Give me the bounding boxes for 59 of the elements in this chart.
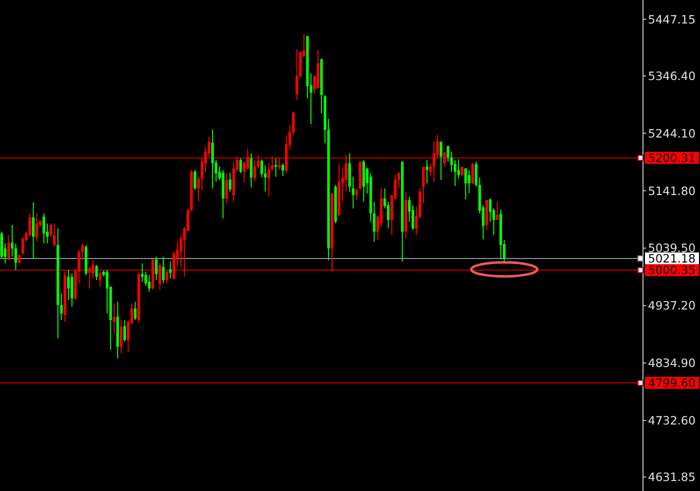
y-tick-label: 4834.90	[648, 356, 696, 370]
candlestick	[267, 162, 270, 198]
candlestick	[225, 172, 228, 204]
candlestick	[120, 320, 122, 354]
candlestick	[443, 151, 446, 168]
candlestick	[95, 264, 98, 281]
candlestick	[32, 202, 35, 259]
candlestick	[426, 160, 428, 184]
y-tick-label: 4631.85	[648, 470, 696, 484]
candlestick	[282, 162, 284, 177]
y-tick-label: 5244.10	[648, 126, 696, 140]
candlestick	[98, 271, 102, 288]
candlestick	[211, 128, 214, 189]
candlestick	[42, 212, 46, 244]
candlestick	[53, 222, 56, 248]
candlestick	[166, 270, 168, 284]
candlestick	[134, 301, 137, 321]
candlestick	[169, 261, 172, 279]
candlestick	[123, 320, 126, 342]
candlestick	[70, 272, 74, 308]
candlestick	[296, 48, 298, 100]
y-tick-label: 4937.20	[648, 298, 696, 313]
candlestick	[28, 212, 32, 238]
ref-line-label: 5000.35	[648, 263, 696, 278]
candlestick	[471, 162, 474, 184]
candlestick	[228, 172, 232, 192]
y-tick-label: 5141.80	[648, 184, 696, 198]
candlestick	[464, 168, 467, 200]
ref-line-label: 5021.18	[648, 251, 696, 266]
candlestick	[422, 166, 425, 204]
candlestick	[88, 266, 91, 289]
candlestick	[148, 274, 151, 292]
candlestick	[457, 158, 460, 179]
candlestick	[154, 256, 158, 281]
candlestick	[468, 170, 470, 194]
candlestick	[344, 154, 348, 192]
candlestick	[21, 236, 24, 256]
candlestick	[36, 212, 38, 242]
ref-line-label: 5200.31	[648, 150, 696, 165]
candlestick	[260, 158, 264, 178]
candlestick	[278, 158, 281, 171]
candlestick	[162, 256, 165, 284]
candlestick	[7, 234, 10, 261]
candlestick	[194, 170, 196, 190]
candlestick	[158, 262, 162, 291]
candlestick	[355, 188, 358, 201]
candlestick	[112, 302, 116, 334]
candlestick	[246, 148, 250, 170]
candlestick	[496, 201, 499, 221]
candlestick	[440, 141, 442, 181]
y-tick-label: 4732.60	[648, 414, 696, 428]
candlestick	[239, 158, 242, 174]
candlestick	[250, 152, 253, 188]
y-tick-label: 5447.15	[648, 12, 696, 26]
ref-line-label: 4799.60	[648, 376, 696, 390]
candlestick	[67, 270, 70, 301]
candlestick	[14, 242, 18, 271]
y-tick-label: 5346.40	[648, 68, 696, 83]
candlestick	[460, 166, 464, 178]
